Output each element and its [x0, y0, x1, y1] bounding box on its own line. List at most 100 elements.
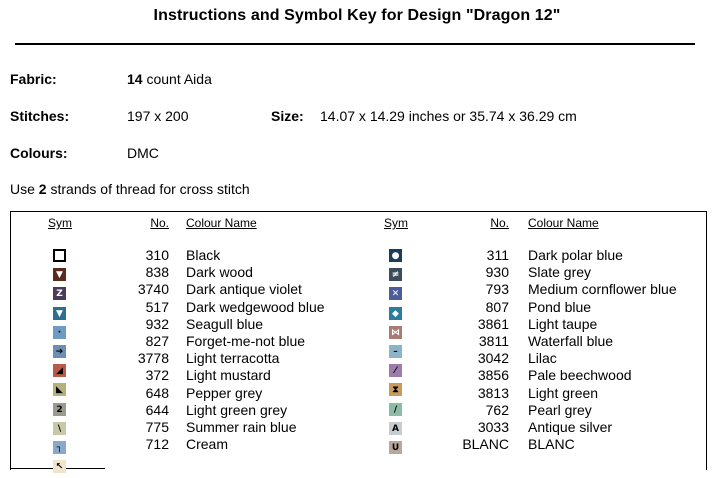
- dmc-number: 3811: [478, 332, 509, 349]
- symbol-cell: ·: [53, 325, 66, 343]
- letter-u-icon: U: [389, 440, 402, 454]
- fabric-value: 14 count Aida: [127, 71, 212, 87]
- header-name-right: Colour Name: [528, 216, 599, 230]
- dmc-number: BLANC: [462, 436, 509, 453]
- symbol-cell: ➔: [53, 344, 66, 362]
- corner-bracket-icon: ┐: [53, 440, 66, 454]
- colour-name: Light mustard: [186, 367, 271, 384]
- symbol-cell: ▼: [53, 306, 66, 324]
- stitches-value: 197 x 200: [127, 108, 189, 124]
- stitches-label: Stitches:: [10, 108, 70, 124]
- colour-name: Pale beechwood: [528, 367, 632, 384]
- symbol-cell: ┐: [53, 440, 66, 458]
- symbol-key-table: [10, 211, 707, 470]
- symbol-cell: Z: [53, 287, 66, 304]
- symbol-cell: ●: [389, 249, 402, 266]
- colour-name: Summer rain blue: [186, 418, 297, 435]
- size-value: 14.07 x 14.29 inches or 35.74 x 36.29 cm: [320, 108, 577, 124]
- blank-swatch-icon: [389, 460, 402, 474]
- colour-name: Pepper grey: [186, 384, 263, 401]
- symbol-cell: ◢: [53, 364, 66, 381]
- dot-icon: ·: [53, 325, 66, 339]
- diamond-icon: ◆: [389, 306, 402, 320]
- fabric-count: 14: [127, 71, 143, 87]
- symbol-cell: ◆: [389, 306, 402, 324]
- colour-name: Medium cornflower blue: [528, 281, 677, 298]
- dmc-number: 3813: [477, 384, 509, 401]
- colour-name: Dark wedgewood blue: [186, 298, 325, 315]
- triangle-down-icon: ▼: [53, 268, 66, 282]
- corner-triangle-icon: ◣: [53, 383, 66, 397]
- letter-a-icon: A: [389, 421, 402, 435]
- dmc-number: 827: [145, 332, 169, 349]
- backslash-icon: \: [53, 421, 66, 435]
- symbol-cell: U: [389, 440, 402, 458]
- colour-name: Dark wood: [186, 264, 253, 281]
- hourglass-icon: ⧗: [389, 383, 402, 397]
- symbol-cell: \: [53, 421, 66, 439]
- fabric-type: count Aida: [142, 71, 212, 87]
- symbol-cell: [53, 249, 66, 266]
- dmc-number: 644: [145, 401, 169, 418]
- symbol-cell: ≠: [389, 268, 402, 285]
- colour-name: Pearl grey: [528, 401, 592, 418]
- dmc-number: 517: [145, 298, 169, 315]
- dash-icon: –: [389, 344, 402, 358]
- colour-name: Light terracotta: [186, 350, 280, 367]
- dmc-number: 3861: [477, 315, 509, 332]
- dmc-number: 930: [485, 264, 509, 281]
- dmc-number: 762: [485, 401, 509, 418]
- colour-name: Dark antique violet: [186, 281, 302, 298]
- header-name-left: Colour Name: [186, 216, 257, 230]
- dmc-number: 3778: [137, 350, 169, 367]
- slash-icon: /: [389, 402, 402, 416]
- colour-name: Lilac: [528, 350, 557, 367]
- numeral-two-icon: 2: [53, 402, 66, 416]
- symbol-cell: ↖: [53, 460, 66, 477]
- header-no-left: No.: [150, 216, 169, 230]
- dmc-number: 932: [145, 315, 169, 332]
- dmc-number: 648: [145, 384, 169, 401]
- title-divider: [15, 43, 695, 45]
- symbol-cell: [389, 460, 402, 477]
- circle-icon: ●: [389, 249, 402, 262]
- colour-name: Dark polar blue: [528, 247, 623, 263]
- colours-value: DMC: [127, 145, 159, 161]
- dmc-number: 775: [145, 418, 169, 435]
- fabric-label: Fabric:: [10, 71, 57, 87]
- slash-icon: ⁄: [389, 364, 402, 378]
- dmc-number: 311: [486, 247, 509, 263]
- dmc-number: 372: [145, 367, 169, 384]
- symbol-cell: /: [389, 402, 402, 420]
- cross-icon: ✕: [389, 287, 402, 301]
- symbol-cell: ▼: [53, 268, 66, 285]
- left-number-column: 310 838 3740 517 932 827 3778 372 648 644 775 712: [108, 247, 169, 453]
- colour-name: Light green grey: [186, 401, 288, 418]
- dmc-number: 3740: [137, 281, 169, 298]
- hollow-square-icon: [53, 249, 66, 262]
- right-symbol-column: ● ≠ ✕ ◆ ⋈ – ⁄ ⧗ / A U: [389, 247, 402, 477]
- right-name-column: Dark polar blue Slate grey Medium cornflow…: [528, 247, 677, 453]
- dmc-number: 3856: [477, 367, 509, 384]
- arrow-right-icon: ➔: [53, 344, 66, 358]
- strand-count: 2: [38, 181, 47, 197]
- symbol-cell: ⋈: [389, 325, 402, 343]
- symbol-cell: A: [389, 421, 402, 439]
- header-sym-left: Sym: [48, 216, 72, 230]
- colour-name: Light taupe: [528, 315, 598, 332]
- size-label: Size:: [271, 108, 304, 124]
- symbol-cell: ◣: [53, 383, 66, 400]
- right-number-column: 311 930 793 807 3861 3811 3042 3856 3813 762 3033 B…: [448, 247, 509, 453]
- not-equal-icon: ≠: [389, 268, 402, 282]
- left-name-column: Black Dark wood Dark antique violet Dark we…: [186, 247, 325, 453]
- corner-triangle-icon: ◢: [53, 364, 66, 378]
- bowtie-icon: ⋈: [389, 325, 402, 339]
- symbol-cell: ⧗: [389, 383, 402, 400]
- page-title: Instructions and Symbol Key for Design "…: [153, 7, 561, 24]
- dmc-number: 793: [485, 281, 509, 298]
- triangle-down-icon: ▼: [53, 306, 66, 320]
- colour-name: Light green: [528, 384, 599, 401]
- dmc-number: 712: [145, 436, 169, 453]
- arrow-up-left-icon: ↖: [53, 460, 66, 474]
- symbol-cell: ⁄: [389, 364, 402, 381]
